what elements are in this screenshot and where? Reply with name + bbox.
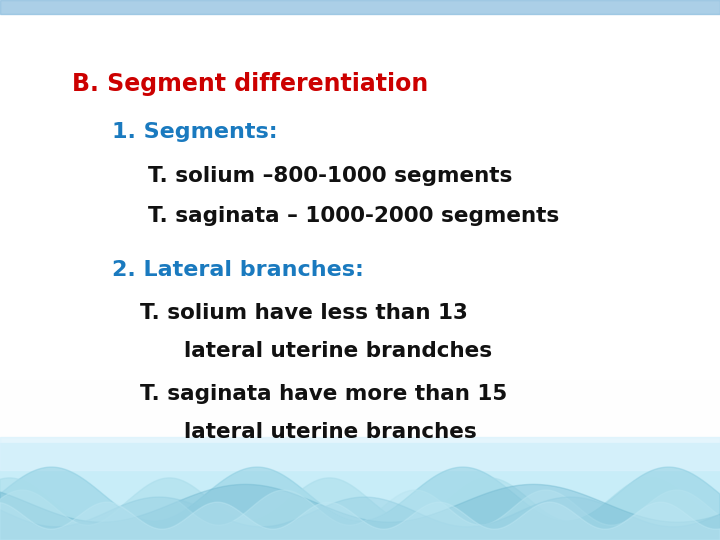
Text: T. saginata have more than 15: T. saginata have more than 15 bbox=[140, 384, 508, 404]
Text: T. saginata – 1000-2000 segments: T. saginata – 1000-2000 segments bbox=[148, 206, 559, 226]
Text: 1. Segments:: 1. Segments: bbox=[112, 122, 277, 143]
Text: 2. Lateral branches:: 2. Lateral branches: bbox=[112, 260, 364, 280]
Text: T. solium –800-1000 segments: T. solium –800-1000 segments bbox=[148, 165, 512, 186]
Bar bbox=[0, 437, 720, 470]
Bar bbox=[0, 443, 720, 540]
Text: T. solium have less than 13: T. solium have less than 13 bbox=[140, 303, 468, 323]
Bar bbox=[0, 0, 720, 14]
Bar bbox=[0, 0, 720, 475]
Text: lateral uterine branches: lateral uterine branches bbox=[184, 422, 477, 442]
Text: lateral uterine brandches: lateral uterine brandches bbox=[184, 341, 492, 361]
Text: B. Segment differentiation: B. Segment differentiation bbox=[72, 72, 428, 96]
